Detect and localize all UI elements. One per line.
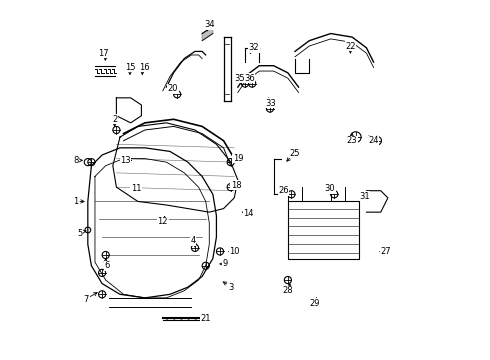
Text: 6: 6 — [105, 261, 110, 270]
Text: 10: 10 — [229, 247, 240, 256]
Text: 12: 12 — [158, 217, 168, 226]
Text: 2: 2 — [112, 115, 117, 124]
Text: 35: 35 — [234, 74, 245, 83]
Text: 36: 36 — [245, 74, 255, 83]
Text: 3: 3 — [228, 283, 233, 292]
Text: 11: 11 — [131, 184, 141, 193]
Text: 19: 19 — [233, 154, 243, 163]
Text: 30: 30 — [325, 184, 335, 193]
Text: 25: 25 — [289, 149, 299, 158]
Text: 15: 15 — [125, 63, 135, 72]
Text: 16: 16 — [139, 63, 149, 72]
Text: 32: 32 — [248, 43, 259, 52]
Text: 26: 26 — [278, 186, 289, 195]
Text: 9: 9 — [223, 260, 228, 269]
Text: 29: 29 — [309, 299, 320, 308]
Text: 13: 13 — [120, 156, 131, 165]
Text: 1: 1 — [73, 197, 78, 206]
Text: 14: 14 — [244, 210, 254, 219]
Text: 18: 18 — [231, 181, 242, 190]
Text: 5: 5 — [77, 229, 83, 238]
Text: 28: 28 — [283, 286, 293, 295]
Text: 7: 7 — [83, 295, 89, 304]
Text: 4: 4 — [191, 236, 196, 245]
Text: 8: 8 — [74, 156, 79, 165]
Text: 21: 21 — [200, 314, 211, 323]
Text: 31: 31 — [359, 192, 370, 201]
Text: 24: 24 — [368, 136, 379, 145]
Text: 27: 27 — [381, 247, 392, 256]
Text: 20: 20 — [168, 84, 178, 93]
Text: 17: 17 — [98, 49, 109, 58]
Text: 33: 33 — [266, 99, 276, 108]
Text: 34: 34 — [204, 20, 215, 29]
Text: 23: 23 — [347, 136, 358, 145]
Polygon shape — [202, 26, 213, 41]
Text: 22: 22 — [345, 41, 356, 50]
